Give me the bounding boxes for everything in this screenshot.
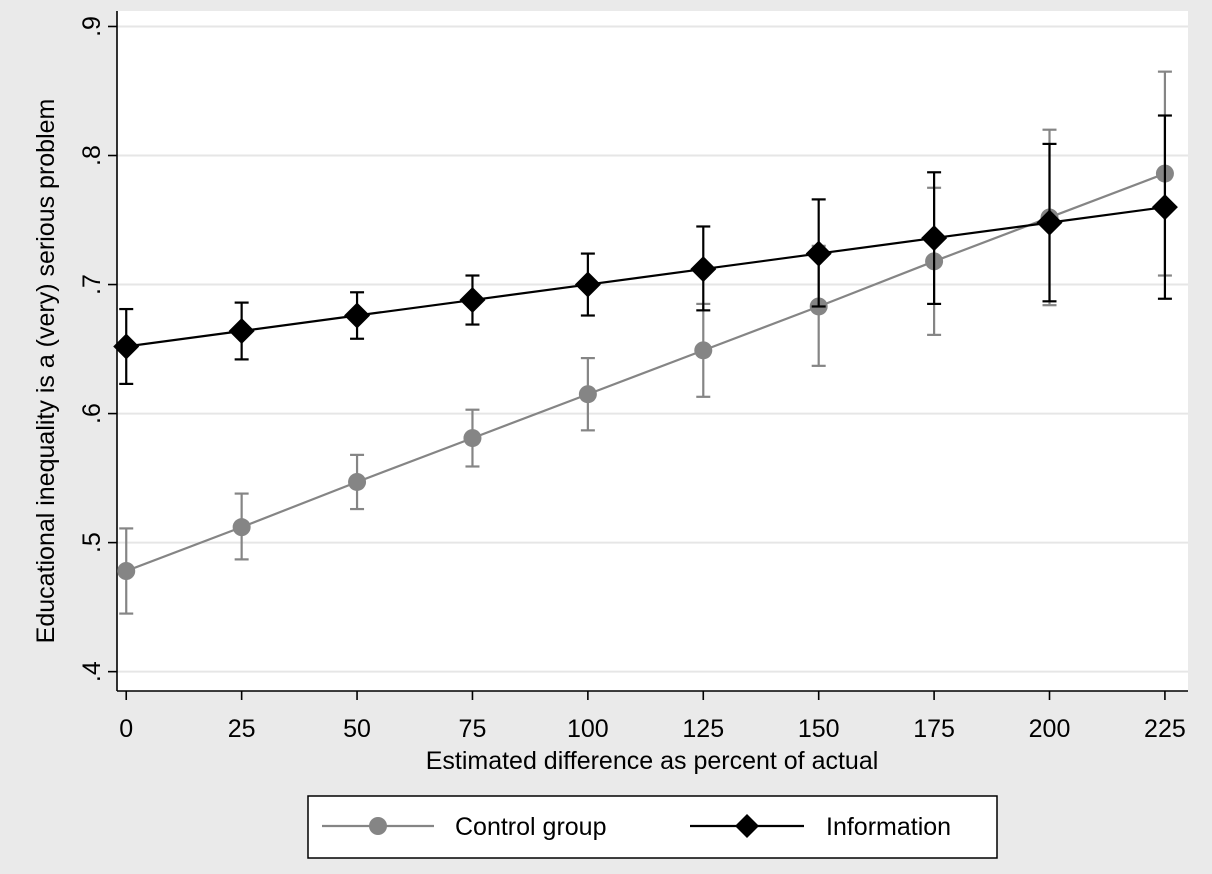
data-point xyxy=(690,256,717,283)
y-tick-label: .8 xyxy=(78,145,106,166)
data-point xyxy=(228,318,255,344)
y-tick-label: .9 xyxy=(78,16,106,37)
legend-control-marker xyxy=(369,817,387,835)
legend-information-marker xyxy=(735,814,759,838)
y-tick-label: .4 xyxy=(78,661,106,682)
x-tick-label: 150 xyxy=(798,715,840,743)
series-line-control-group xyxy=(125,172,1166,573)
plot-area xyxy=(117,11,1188,691)
x-tick-label: 50 xyxy=(343,715,371,743)
data-point xyxy=(574,271,601,298)
y-tick-label: .5 xyxy=(78,532,106,553)
series-plot xyxy=(113,70,1178,615)
data-point xyxy=(232,518,251,537)
legend-information-label: Information xyxy=(826,813,951,841)
data-point xyxy=(578,385,597,404)
x-tick-label: 175 xyxy=(913,715,955,743)
axes: .4 .5 .6 .7 .8 .9 0 25 50 75 100 125 150 175 200 225 xyxy=(78,11,1188,743)
data-point xyxy=(344,302,371,329)
y-tick-label: .7 xyxy=(78,274,106,295)
x-axis-title: Estimated difference as percent of actua… xyxy=(426,747,879,775)
data-point xyxy=(463,429,482,448)
y-axis-title: Educational inequality is a (very) serio… xyxy=(32,99,60,644)
legend-control-label: Control group xyxy=(455,813,606,841)
data-point xyxy=(1151,194,1178,221)
legend: Control group Information xyxy=(307,795,998,859)
data-point xyxy=(694,341,713,360)
x-tick-label: 225 xyxy=(1144,715,1186,743)
data-point xyxy=(117,562,136,580)
data-point xyxy=(921,225,948,252)
x-tick-label: 125 xyxy=(682,715,724,743)
x-tick-label: 100 xyxy=(567,715,609,743)
data-point xyxy=(113,333,140,360)
y-tick-label: .6 xyxy=(78,403,106,424)
data-point xyxy=(348,472,367,491)
series-information xyxy=(113,114,1178,386)
data-point xyxy=(805,240,832,267)
data-point xyxy=(459,287,486,314)
series-line-information xyxy=(126,206,1166,348)
gridlines xyxy=(117,25,1188,673)
data-point xyxy=(1036,209,1063,236)
x-tick-label: 200 xyxy=(1029,715,1071,743)
x-tick-label: 75 xyxy=(459,715,487,743)
x-tick-label: 0 xyxy=(119,715,133,743)
x-tick-label: 25 xyxy=(228,715,256,743)
